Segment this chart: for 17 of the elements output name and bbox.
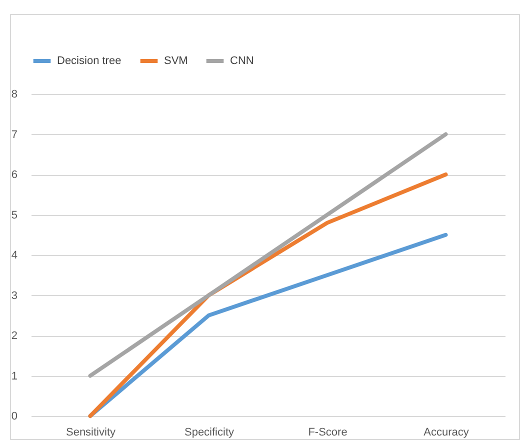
legend-label: Decision tree (57, 55, 122, 67)
y-tick-label: 3 (11, 290, 18, 302)
y-tick-label: 8 (11, 88, 18, 100)
y-tick-label: 6 (11, 169, 18, 181)
y-tick-label: 5 (11, 209, 18, 222)
y-tick-label: 4 (11, 250, 18, 262)
x-tick-label: Accuracy (424, 426, 470, 438)
legend-label: CNN (230, 55, 254, 67)
legend-label: SVM (164, 55, 188, 67)
y-tick-label: 1 (11, 370, 18, 382)
x-tick-label: Sensitivity (66, 426, 116, 438)
y-tick-label: 7 (11, 128, 18, 141)
x-tick-label: Specificity (184, 426, 234, 438)
y-tick-label: 2 (11, 330, 18, 342)
y-tick-label: 0 (11, 410, 18, 422)
x-tick-label: F-Score (308, 426, 348, 438)
line-series (88, 132, 448, 378)
